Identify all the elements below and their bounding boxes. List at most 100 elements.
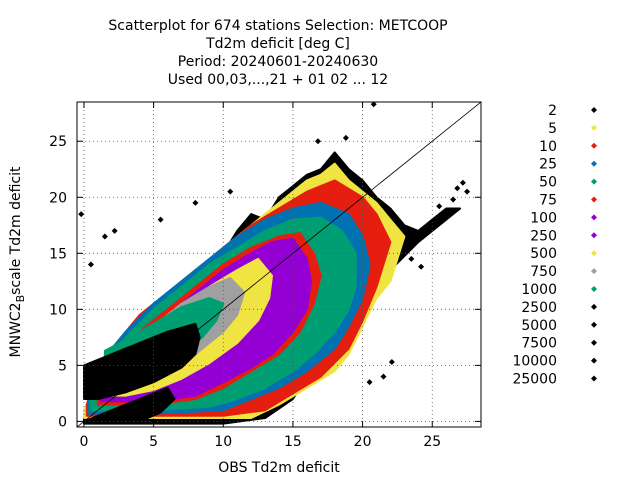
legend-label: 25 bbox=[539, 157, 557, 173]
legend-entry-2500: 2500 bbox=[521, 300, 597, 316]
scatter-point-21 bbox=[157, 216, 164, 223]
scatter-point-16 bbox=[111, 227, 118, 234]
legend-marker bbox=[591, 232, 597, 239]
x-axis-label: OBS Td2m deficit bbox=[218, 460, 340, 476]
y-tick-label-0: 0 bbox=[58, 414, 67, 430]
legend-marker bbox=[591, 321, 597, 328]
chart-title: Scatterplot for 674 stations Selection: … bbox=[108, 18, 447, 88]
title-line-1: Scatterplot for 674 stations Selection: … bbox=[108, 18, 447, 34]
legend-entry-25: 25 bbox=[539, 157, 597, 173]
density-band-11 bbox=[83, 386, 176, 423]
legend-entry-750: 750 bbox=[530, 264, 597, 280]
y-axis-label: MNWC2Bscale Td2m deficit bbox=[8, 166, 27, 357]
legend-entry-7500: 7500 bbox=[521, 336, 597, 352]
legend-entry-100: 100 bbox=[530, 210, 597, 226]
y-tick-label-5: 25 bbox=[49, 134, 67, 150]
y-axis-label-tail: scale Td2m deficit bbox=[8, 166, 24, 295]
scatter-point-13 bbox=[78, 211, 85, 218]
legend-label: 5 bbox=[548, 121, 557, 137]
scatter-point-10 bbox=[388, 359, 395, 365]
legend-marker bbox=[591, 107, 597, 113]
density-band-10 bbox=[83, 322, 201, 400]
legend-entry-2: 2 bbox=[548, 103, 597, 119]
scatter-point-9 bbox=[418, 263, 425, 270]
scatter-point-1 bbox=[459, 179, 466, 186]
scatter-point-7 bbox=[408, 255, 415, 262]
x-tick-label-0: 0 bbox=[80, 434, 89, 450]
y-axis-ticks: 0 5 10 15 20 25 bbox=[49, 134, 481, 430]
legend-entry-5: 5 bbox=[548, 121, 597, 137]
scatter-point-8 bbox=[404, 246, 411, 253]
scatter-point-17 bbox=[315, 138, 322, 145]
legend-marker bbox=[591, 268, 597, 275]
legend-entry-50: 50 bbox=[539, 175, 597, 191]
legend-label: 75 bbox=[539, 193, 557, 209]
scatter-point-5 bbox=[450, 196, 457, 203]
diagonal-line bbox=[77, 102, 481, 427]
x-tick-label-5: 25 bbox=[423, 434, 441, 450]
legend-label: 2 bbox=[548, 103, 557, 119]
x-tick-label-3: 15 bbox=[284, 434, 302, 450]
legend-entry-250: 250 bbox=[530, 228, 597, 244]
title-line-2: Td2m deficit [deg C] bbox=[205, 36, 350, 52]
legend-entry-10: 10 bbox=[539, 139, 597, 155]
scatter-point-12 bbox=[366, 379, 373, 386]
legend-label: 5000 bbox=[521, 318, 557, 334]
scatter-point-20 bbox=[192, 199, 199, 206]
legend-marker bbox=[591, 178, 597, 185]
scatter-point-6 bbox=[426, 222, 433, 229]
legend-label: 25000 bbox=[512, 372, 557, 388]
scatter-point-0 bbox=[370, 102, 377, 108]
y-tick-label-3: 15 bbox=[49, 246, 67, 262]
legend-marker bbox=[591, 357, 597, 364]
legend-marker bbox=[591, 142, 597, 149]
legend-entry-10000: 10000 bbox=[512, 354, 597, 370]
x-tick-label-4: 20 bbox=[354, 434, 372, 450]
legend-marker bbox=[591, 375, 597, 382]
legend-marker bbox=[591, 196, 597, 203]
title-line-3: Period: 20240601-20240630 bbox=[178, 54, 378, 70]
scatter-point-11 bbox=[380, 373, 387, 380]
scatter-points bbox=[78, 102, 471, 386]
legend-label: 50 bbox=[539, 175, 557, 191]
legend-label: 750 bbox=[530, 264, 557, 280]
legend-entry-25000: 25000 bbox=[512, 372, 597, 388]
y-axis-label-main: MNWC2 bbox=[8, 302, 24, 357]
x-tick-label-2: 10 bbox=[214, 434, 232, 450]
scatter-point-14 bbox=[87, 261, 94, 268]
plot-area-frame bbox=[76, 101, 482, 428]
legend-label: 500 bbox=[530, 246, 557, 262]
one-to-one-line bbox=[77, 102, 481, 427]
y-tick-label-4: 20 bbox=[49, 190, 67, 206]
legend-marker bbox=[591, 250, 597, 257]
legend-label: 2500 bbox=[521, 300, 557, 316]
legend-label: 100 bbox=[530, 210, 557, 226]
y-axis-label-sub: B bbox=[14, 295, 27, 303]
y-tick-label-2: 10 bbox=[49, 302, 67, 318]
legend-label: 1000 bbox=[521, 282, 557, 298]
legend-label: 7500 bbox=[521, 336, 557, 352]
scatter-point-3 bbox=[464, 188, 471, 195]
legend-marker bbox=[591, 214, 597, 221]
legend-marker bbox=[591, 339, 597, 346]
legend-marker bbox=[591, 303, 597, 310]
legend-entry-500: 500 bbox=[530, 246, 597, 262]
grid-lines bbox=[77, 102, 481, 427]
scatter-point-2 bbox=[454, 185, 461, 192]
x-axis-ticks: 0 5 10 15 20 25 bbox=[80, 102, 441, 450]
legend-entry-5000: 5000 bbox=[521, 318, 597, 334]
legend-marker bbox=[591, 124, 597, 131]
y-tick-label-1: 5 bbox=[58, 358, 67, 374]
x-tick-label-1: 5 bbox=[149, 434, 158, 450]
title-line-4: Used 00,03,...,21 + 01 02 ... 12 bbox=[168, 72, 388, 88]
density-bands bbox=[83, 151, 462, 425]
legend-label: 10 bbox=[539, 139, 557, 155]
legend: 2510255075100250500750100025005000750010… bbox=[512, 103, 597, 388]
scatter-point-19 bbox=[227, 188, 234, 195]
legend-marker bbox=[591, 286, 597, 292]
scatter-point-4 bbox=[436, 203, 443, 210]
legend-entry-75: 75 bbox=[539, 193, 597, 209]
legend-marker bbox=[591, 160, 597, 167]
legend-entry-1000: 1000 bbox=[521, 282, 597, 298]
